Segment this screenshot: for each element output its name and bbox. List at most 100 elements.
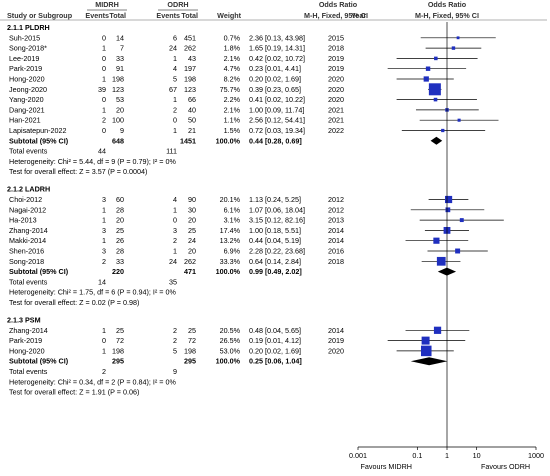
subtotal-weight: 100.0% bbox=[216, 136, 241, 145]
study-name: Hong-2020 bbox=[9, 346, 45, 355]
study-year: 2020 bbox=[328, 75, 344, 84]
events-midrh: 1 bbox=[102, 236, 106, 245]
subtotal-or-ci: 0.25 [0.06, 1.04] bbox=[249, 357, 302, 366]
total-odrh: 262 bbox=[184, 44, 196, 53]
total-midrh: 28 bbox=[116, 205, 124, 214]
study-or-ci: 0.64 [0.14, 2.84] bbox=[249, 257, 301, 266]
total-midrh: 28 bbox=[116, 247, 124, 256]
total-events-odrh: 9 bbox=[173, 367, 177, 376]
method-plot-column-header: M-H, Fixed, 95% CI bbox=[415, 11, 479, 20]
events-midrh: 1 bbox=[102, 75, 106, 84]
events-odrh: 2 bbox=[173, 336, 177, 345]
events-odrh: 1 bbox=[173, 54, 177, 63]
study-name: Dang-2021 bbox=[9, 105, 45, 114]
total-events-odrh: 111 bbox=[166, 147, 177, 156]
overall-effect-text: Test for overall effect: Z = 3.57 (P = 0… bbox=[9, 167, 147, 176]
study-marker bbox=[457, 118, 461, 122]
total-odrh: 262 bbox=[184, 257, 196, 266]
axis-tick-label: 0.001 bbox=[349, 451, 367, 460]
total-midrh: 9 bbox=[120, 126, 124, 135]
study-or-ci: 0.19 [0.01, 4.12] bbox=[249, 336, 301, 345]
study-year: 2012 bbox=[328, 205, 344, 214]
study-name: Jeong-2020 bbox=[9, 85, 47, 94]
events-midrh: 2 bbox=[102, 116, 106, 125]
total-odrh: 24 bbox=[188, 236, 196, 245]
study-year: 2019 bbox=[328, 54, 344, 63]
total-odrh: 198 bbox=[184, 346, 196, 355]
study-weight: 26.5% bbox=[220, 336, 241, 345]
study-year: 2014 bbox=[328, 326, 344, 335]
total-odrh: 43 bbox=[188, 54, 196, 63]
study-marker bbox=[428, 83, 441, 96]
events-odrh: 6 bbox=[173, 33, 177, 42]
total-odrh: 40 bbox=[188, 105, 196, 114]
study-marker bbox=[433, 237, 440, 244]
study-year: 2014 bbox=[328, 226, 344, 235]
study-year: 2020 bbox=[328, 346, 344, 355]
x-axis: Favours MIDRH Favours ODRH 0.001 0.1 1 10 10… bbox=[349, 446, 544, 471]
study-weight: 0.7% bbox=[224, 33, 241, 42]
axis-tick-label: 10 bbox=[473, 451, 481, 460]
subgroup-title: 2.1.1 PLDRH bbox=[7, 23, 50, 32]
study-name: Lee-2019 bbox=[9, 54, 39, 63]
subgroup-title: 2.1.3 PSM bbox=[7, 316, 41, 325]
events-odrh: 1 bbox=[173, 247, 177, 256]
total-midrh: 20 bbox=[116, 216, 124, 225]
study-weight: 20.1% bbox=[220, 195, 241, 204]
study-weight: 75.7% bbox=[220, 85, 241, 94]
study-year: 2021 bbox=[328, 105, 344, 114]
study-or-ci: 2.36 [0.13, 43.98] bbox=[249, 33, 305, 42]
study-or-ci: 0.41 [0.02, 10.22] bbox=[249, 95, 305, 104]
total-midrh: 33 bbox=[116, 257, 124, 266]
study-year: 2014 bbox=[328, 236, 344, 245]
total-midrh: 26 bbox=[116, 236, 124, 245]
total-events-midrh: 14 bbox=[98, 277, 106, 286]
study-marker bbox=[451, 46, 456, 50]
study-weight: 20.5% bbox=[220, 326, 241, 335]
events-odrh: 0 bbox=[173, 216, 177, 225]
events-midrh: 0 bbox=[102, 54, 106, 63]
study-weight: 2.1% bbox=[224, 105, 241, 114]
events-odrh: 5 bbox=[173, 75, 177, 84]
total-odrh: 72 bbox=[188, 336, 196, 345]
events-midrh: 0 bbox=[102, 336, 106, 345]
total-events-midrh: 44 bbox=[98, 147, 106, 156]
events-odrh: 24 bbox=[169, 257, 177, 266]
events-odrh: 2 bbox=[173, 105, 177, 114]
total-midrh: 60 bbox=[116, 195, 124, 204]
events-midrh: 39 bbox=[98, 85, 106, 94]
study-weight: 1.5% bbox=[224, 126, 241, 135]
subtotal-weight: 100.0% bbox=[216, 267, 241, 276]
study-or-ci: 0.39 [0.23, 0.65] bbox=[249, 85, 301, 94]
study-year: 2020 bbox=[328, 85, 344, 94]
study-year: 2016 bbox=[328, 247, 344, 256]
study-year: 2021 bbox=[328, 116, 344, 125]
study-weight: 3.1% bbox=[224, 216, 241, 225]
study-marker bbox=[433, 97, 438, 102]
subtotal-label: Subtotal (95% CI) bbox=[9, 357, 69, 366]
study-name: Choi-2012 bbox=[9, 195, 42, 204]
study-marker bbox=[459, 218, 464, 223]
study-marker bbox=[425, 66, 431, 71]
events-midrh: 1 bbox=[102, 216, 106, 225]
study-year: 2015 bbox=[328, 33, 344, 42]
study-or-ci: 1.00 [0.09, 11.74] bbox=[249, 105, 304, 114]
study-or-ci: 3.15 [0.12, 82.16] bbox=[249, 216, 305, 225]
subtotal-diamond bbox=[410, 357, 448, 366]
total-odrh: 25 bbox=[188, 326, 196, 335]
study-or-ci: 0.44 [0.04, 5.19] bbox=[249, 236, 301, 245]
study-weight: 6.9% bbox=[224, 247, 241, 256]
axis-tick-label: 0.1 bbox=[412, 451, 422, 460]
study-or-ci: 1.65 [0.19, 14.31] bbox=[249, 44, 305, 53]
table-header: MIDRH ODRH Odds Ratio Odds Ratio Study o… bbox=[0, 0, 547, 21]
study-or-ci: 2.56 [0.12, 54.41] bbox=[249, 116, 305, 125]
events-odrh: 1 bbox=[173, 205, 177, 214]
method-column-header: M-H, Fixed, 95% CI bbox=[304, 11, 368, 20]
events-odrh: 1 bbox=[173, 95, 177, 104]
events-midrh: 1 bbox=[102, 326, 106, 335]
study-marker bbox=[445, 207, 451, 213]
odds-ratio-header: Odds Ratio bbox=[319, 0, 358, 9]
total-events-label: Total events bbox=[9, 367, 48, 376]
total-midrh: 25 bbox=[116, 326, 124, 335]
